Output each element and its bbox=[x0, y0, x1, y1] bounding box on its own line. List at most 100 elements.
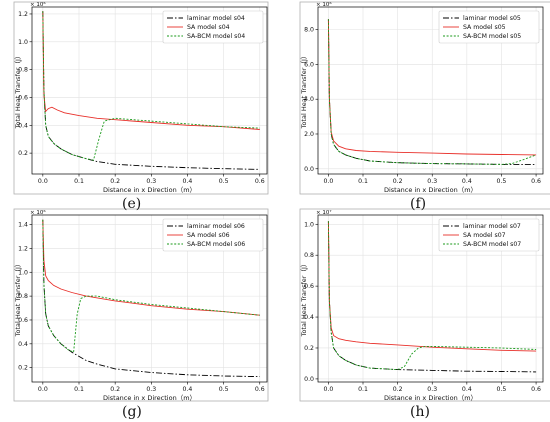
x-tick-label: 0.1 bbox=[358, 386, 368, 393]
x-tick-label: 0.0 bbox=[323, 386, 333, 393]
x-tick-label: 0.3 bbox=[146, 386, 156, 393]
y-tick-label: 0.4 bbox=[304, 314, 314, 321]
caption-e: (e) bbox=[122, 196, 142, 212]
y-tick-label: 8.0 bbox=[304, 27, 314, 34]
y-tick-label: 1.2 bbox=[18, 245, 28, 252]
x-axis-label: Distance in x Direction（m） bbox=[103, 186, 196, 194]
y-tick-label: 1.0 bbox=[18, 39, 28, 46]
x-tick-label: 0.4 bbox=[183, 386, 193, 393]
y-axis-label: Total Heat Transfer（J） bbox=[300, 53, 308, 130]
x-tick-label: 0.0 bbox=[38, 386, 48, 393]
series-line-1 bbox=[42, 11, 260, 130]
y-tick-label: 0.4 bbox=[18, 341, 28, 348]
panel-frame bbox=[13, 208, 269, 402]
x-axis-label: Distance in x Direction（m） bbox=[384, 394, 477, 402]
series-line-2 bbox=[42, 219, 260, 353]
x-tick-label: 0.1 bbox=[74, 386, 84, 393]
x-axis-label: Distance in x Direction（m） bbox=[384, 186, 477, 194]
y-tick-label: 1.2 bbox=[18, 11, 28, 18]
chart-panel-0: 0.0 0.1 0.2 0.3 0.4 0.5 0.6 0.2 0.4 0.6 0.8 1.0 1.2 D… bbox=[13, 1, 269, 195]
y-axis-label: Total Heat Transfer（J） bbox=[14, 261, 22, 338]
legend-label-0: laminar model s07 bbox=[463, 223, 521, 230]
legend-label-0: laminar model s06 bbox=[187, 223, 245, 230]
x-tick-label: 0.6 bbox=[255, 178, 265, 185]
plot-area bbox=[31, 6, 268, 175]
series-line-2 bbox=[327, 19, 537, 165]
legend-label-2: SA-BCM model s05 bbox=[463, 33, 521, 40]
axis-multiplier: × 10⁶ bbox=[316, 1, 332, 8]
x-tick-label: 0.6 bbox=[255, 386, 265, 393]
legend-label-0: laminar model s05 bbox=[463, 15, 521, 22]
x-tick-label: 0.5 bbox=[497, 386, 507, 393]
y-tick-label: 0.6 bbox=[18, 94, 28, 101]
y-tick-label: 0.8 bbox=[18, 67, 28, 74]
panel-frame bbox=[299, 208, 550, 402]
caption-h: (h) bbox=[410, 404, 430, 420]
panel-frame bbox=[299, 1, 550, 195]
legend-label-1: SA model s04 bbox=[187, 24, 230, 31]
x-tick-label: 0.2 bbox=[393, 178, 403, 185]
x-tick-label: 0.2 bbox=[110, 178, 120, 185]
y-tick-label: 0.0 bbox=[304, 376, 314, 383]
legend-label-2: SA-BCM model s04 bbox=[187, 33, 245, 40]
x-tick-label: 0.4 bbox=[183, 178, 193, 185]
legend-box bbox=[438, 10, 540, 44]
y-axis-label: Total Heat Transfer（J） bbox=[300, 261, 308, 338]
chart-panel-3: 0.0 0.1 0.2 0.3 0.4 0.5 0.6 0.0 0.2 0.4 0.6 0.8 1.0 D… bbox=[299, 208, 550, 402]
x-tick-label: 0.5 bbox=[219, 178, 229, 185]
chart-panel-2: 0.0 0.1 0.2 0.3 0.4 0.5 0.6 0.2 0.4 0.6 0.8 1.0 1.2 1… bbox=[13, 208, 269, 402]
series-line-2 bbox=[42, 11, 260, 161]
y-tick-label: 0.4 bbox=[18, 122, 28, 129]
series-line-1 bbox=[327, 221, 537, 352]
y-tick-label: 2.0 bbox=[304, 131, 314, 138]
plot-area bbox=[317, 214, 544, 383]
x-tick-label: 0.5 bbox=[219, 386, 229, 393]
x-tick-label: 0.1 bbox=[74, 178, 84, 185]
legend-label-2: SA-BCM model s07 bbox=[463, 241, 521, 248]
series-line-1 bbox=[42, 219, 260, 316]
x-tick-label: 0.6 bbox=[531, 386, 541, 393]
plot-area bbox=[31, 214, 268, 383]
y-tick-label: 4.0 bbox=[304, 96, 314, 103]
x-tick-label: 0.5 bbox=[497, 178, 507, 185]
x-tick-label: 0.4 bbox=[462, 178, 472, 185]
legend-label-1: SA model s05 bbox=[463, 24, 506, 31]
x-axis-label: Distance in x Direction（m） bbox=[103, 394, 196, 402]
axis-multiplier: × 10⁷ bbox=[316, 209, 332, 216]
caption-f: (f) bbox=[410, 196, 427, 212]
axis-multiplier: × 10⁶ bbox=[30, 1, 46, 8]
y-tick-label: 0.2 bbox=[304, 345, 314, 352]
x-tick-label: 0.0 bbox=[323, 178, 333, 185]
y-tick-label: 0.6 bbox=[18, 317, 28, 324]
x-tick-label: 0.3 bbox=[146, 178, 156, 185]
panel-frame bbox=[13, 1, 269, 195]
y-tick-label: 0.8 bbox=[304, 252, 314, 259]
y-tick-label: 0.6 bbox=[304, 283, 314, 290]
legend-label-2: SA-BCM model s06 bbox=[187, 241, 245, 248]
plot-area bbox=[317, 6, 544, 175]
legend-box bbox=[162, 218, 264, 252]
legend-label-1: SA model s06 bbox=[187, 232, 230, 239]
y-tick-label: 0.2 bbox=[18, 150, 28, 157]
x-tick-label: 0.6 bbox=[531, 178, 541, 185]
y-tick-label: 1.0 bbox=[304, 221, 314, 228]
y-tick-label: 6.0 bbox=[304, 61, 314, 68]
x-tick-label: 0.2 bbox=[393, 386, 403, 393]
legend-label-0: laminar model s04 bbox=[187, 15, 245, 22]
caption-g: (g) bbox=[122, 404, 142, 420]
y-tick-label: 0.8 bbox=[18, 293, 28, 300]
legend-box bbox=[438, 218, 540, 252]
y-tick-label: 1.0 bbox=[18, 269, 28, 276]
y-tick-label: 0.0 bbox=[304, 166, 314, 173]
x-tick-label: 0.1 bbox=[358, 178, 368, 185]
x-tick-label: 0.0 bbox=[38, 178, 48, 185]
y-tick-label: 1.4 bbox=[18, 222, 28, 229]
series-line-0 bbox=[42, 219, 260, 378]
x-tick-label: 0.2 bbox=[110, 386, 120, 393]
legend-box bbox=[162, 10, 264, 44]
chart-panel-1: 0.0 0.1 0.2 0.3 0.4 0.5 0.6 0.0 2.0 4.0 6.0 8.0 Dist… bbox=[299, 1, 550, 195]
x-tick-label: 0.3 bbox=[427, 386, 437, 393]
legend-label-1: SA model s07 bbox=[463, 232, 506, 239]
series-line-0 bbox=[327, 221, 537, 373]
